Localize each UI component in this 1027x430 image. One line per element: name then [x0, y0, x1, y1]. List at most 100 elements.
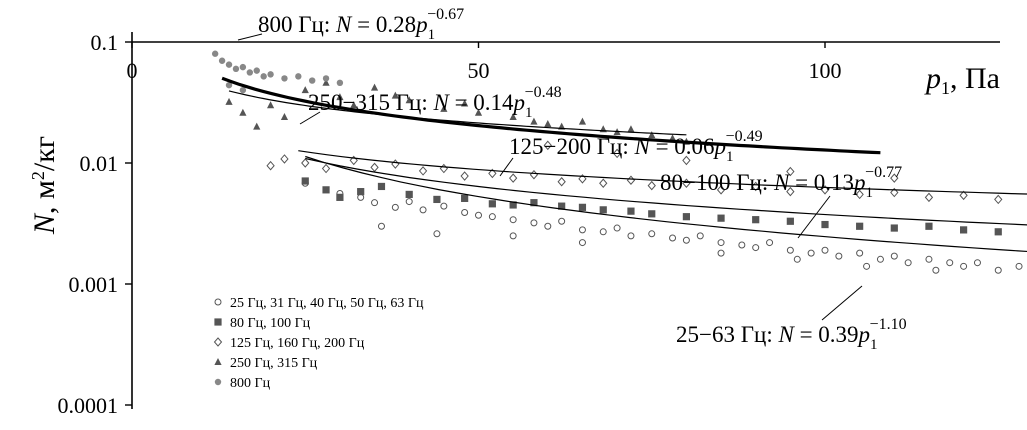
- data-point: [627, 207, 635, 215]
- fit-curve-4: [305, 155, 1027, 253]
- data-point: [371, 199, 379, 207]
- y-tick-label: 0.1: [91, 30, 119, 55]
- fit-curve-0: [221, 76, 881, 155]
- legend-entry: 25 Гц, 31 Гц, 40 Гц, 50 Гц, 63 Гц: [214, 296, 424, 311]
- data-point: [321, 163, 331, 174]
- data-point: [280, 154, 289, 164]
- data-point: [613, 224, 621, 232]
- data-point: [357, 193, 365, 201]
- data-point: [260, 73, 267, 80]
- data-point: [336, 93, 344, 101]
- series-4: [211, 50, 344, 94]
- data-point: [440, 202, 448, 210]
- data-point: [225, 61, 233, 68]
- fit-label-leader: [299, 111, 321, 125]
- series-1: [301, 177, 1002, 236]
- data-point: [890, 187, 899, 198]
- data-point: [717, 239, 725, 247]
- legend-label: 800 Гц: [230, 376, 271, 391]
- fit-curve-2: [298, 150, 1027, 195]
- data-point: [440, 104, 448, 112]
- data-point: [357, 188, 365, 196]
- data-point: [627, 232, 635, 240]
- data-point: [508, 173, 518, 183]
- fit-label-leader: [821, 285, 863, 321]
- data-point: [890, 252, 898, 260]
- data-point: [925, 255, 933, 263]
- data-point: [433, 230, 441, 238]
- fit-label: 125−200 Гц: N = 0.06p1−0.49: [509, 128, 763, 165]
- data-point: [835, 252, 843, 260]
- data-point: [558, 217, 566, 225]
- data-point: [924, 192, 934, 203]
- data-point: [682, 213, 690, 221]
- data-point: [668, 134, 677, 142]
- data-point: [433, 195, 441, 204]
- data-point: [370, 83, 379, 91]
- data-point: [322, 186, 330, 194]
- data-point: [682, 236, 690, 244]
- data-point: [301, 177, 309, 185]
- data-point: [544, 120, 552, 128]
- data-point: [461, 208, 469, 216]
- data-point: [626, 175, 636, 186]
- data-point: [856, 249, 864, 257]
- data-point: [530, 199, 538, 207]
- legend-entry: 125 Гц, 160 Гц, 200 Гц: [213, 336, 365, 351]
- data-point: [669, 234, 677, 242]
- data-point: [377, 182, 386, 191]
- data-point: [578, 117, 587, 125]
- data-point: [266, 160, 275, 171]
- data-point: [475, 211, 482, 219]
- x-axis-title: p1, Па: [924, 62, 1000, 98]
- fit-curves: [221, 76, 1027, 253]
- data-point: [405, 96, 413, 104]
- data-point: [253, 122, 261, 130]
- data-point: [460, 171, 469, 181]
- data-point: [855, 189, 864, 200]
- data-point: [418, 166, 428, 176]
- data-point: [336, 79, 344, 87]
- legend: 25 Гц, 31 Гц, 40 Гц, 50 Гц, 63 Гц 80 Гц, …: [213, 296, 424, 391]
- legend-marker: [214, 378, 222, 386]
- legend-marker: [214, 358, 222, 365]
- data-point: [225, 97, 233, 105]
- data-point: [696, 232, 704, 240]
- data-point: [786, 186, 795, 197]
- data-point: [786, 166, 795, 177]
- legend-entry: 800 Гц: [214, 376, 271, 391]
- data-point: [821, 220, 829, 229]
- data-point: [863, 262, 871, 270]
- legend-marker: [214, 318, 222, 326]
- data-point: [1015, 262, 1023, 270]
- data-point: [391, 203, 399, 211]
- data-point: [994, 266, 1002, 274]
- data-point: [648, 210, 656, 218]
- data-point: [301, 158, 310, 168]
- y-tick-label: 0.001: [69, 272, 119, 297]
- data-point: [461, 194, 469, 202]
- data-point: [439, 163, 449, 174]
- fit-label: 800 Гц: N = 0.28p1−0.67: [258, 6, 464, 43]
- data-point: [578, 203, 587, 211]
- legend-entry: 80 Гц, 100 Гц: [214, 316, 311, 331]
- data-point: [267, 71, 274, 78]
- data-point: [876, 255, 884, 263]
- data-point: [225, 81, 233, 89]
- data-point: [232, 65, 240, 73]
- fit-label-leader: [797, 195, 831, 239]
- data-point: [856, 222, 864, 230]
- data-point: [405, 198, 413, 206]
- x-tick-label: 0: [127, 58, 138, 83]
- y-tick-label: 0.01: [80, 151, 119, 176]
- data-point: [738, 241, 746, 249]
- data-point: [752, 244, 760, 252]
- x-tick-label: 100: [809, 58, 842, 83]
- data-point: [786, 217, 794, 225]
- data-point: [960, 262, 968, 270]
- data-point: [370, 162, 379, 173]
- data-point: [647, 180, 656, 191]
- data-point: [488, 200, 496, 208]
- data-point: [946, 259, 954, 267]
